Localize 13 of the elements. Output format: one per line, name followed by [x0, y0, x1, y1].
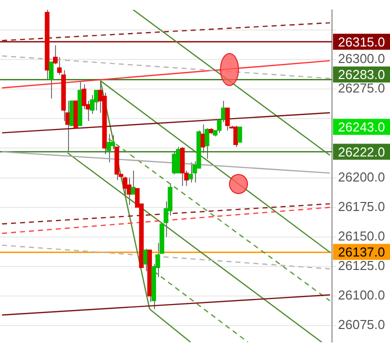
ref-line-label: 26315.0	[338, 34, 385, 50]
text: 26243.0	[338, 119, 385, 134]
y-tick-label: 26275.0	[338, 80, 385, 96]
y-tick-label: 26300.0	[338, 51, 385, 66]
y-tick-label: 26075.0	[338, 317, 385, 332]
y-tick-label: 26100.0	[338, 288, 385, 303]
ref-line-label: 26222.0	[338, 144, 385, 160]
y-tick-label: 26150.0	[338, 228, 385, 244]
ref-line-label: 26283.0	[338, 67, 385, 82]
y-tick-label: 26175.0	[338, 198, 385, 214]
y-tick-label: 26125.0	[338, 258, 385, 274]
ref-line-label: 26137.0	[338, 244, 385, 260]
y-tick-label: 26200.0	[338, 169, 385, 184]
